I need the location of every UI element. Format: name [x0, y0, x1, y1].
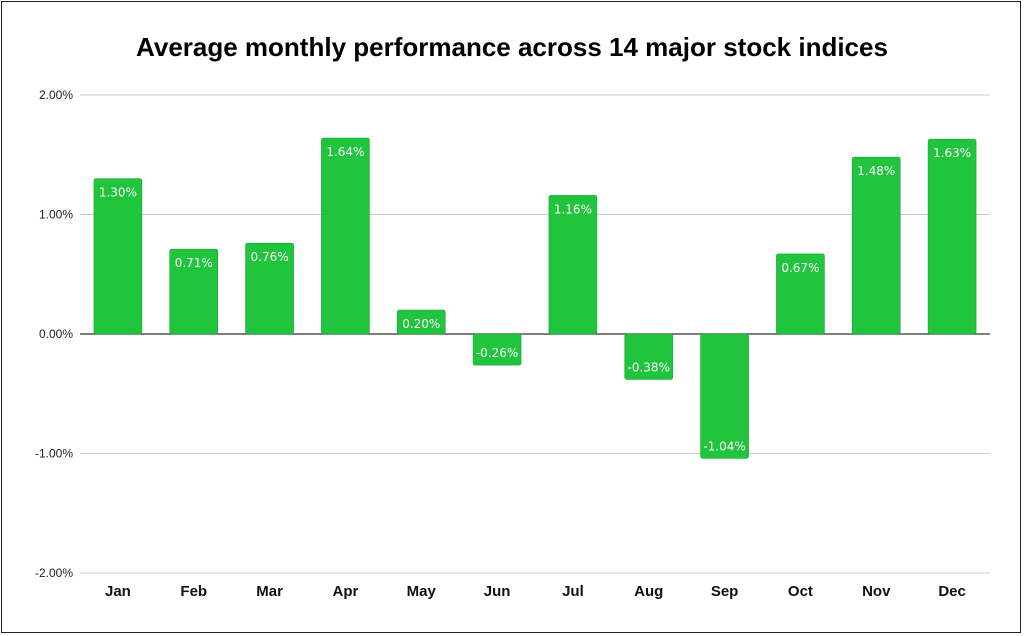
- y-axis-ticks: 2.00% 1.00% 0.00% -1.00% -2.00%: [35, 88, 73, 580]
- y-tick-label: 1.00%: [39, 208, 73, 222]
- data-label: 1.48%: [857, 164, 895, 178]
- x-tick-label: Jan: [105, 583, 131, 600]
- bar-oct: [776, 253, 825, 335]
- bar-apr: [321, 137, 370, 335]
- x-tick-label: Apr: [332, 583, 358, 600]
- bar-dec: [927, 138, 977, 335]
- x-tick-label: May: [407, 583, 437, 600]
- bar-aug: [624, 333, 674, 380]
- data-label: 0.71%: [175, 256, 213, 270]
- x-tick-label: Dec: [938, 583, 966, 600]
- y-tick-label: -2.00%: [35, 566, 73, 580]
- x-tick-label: Jun: [484, 583, 511, 600]
- bars: [93, 137, 977, 459]
- data-label: -0.26%: [476, 346, 518, 360]
- bar-jan: [93, 178, 143, 335]
- chart-title: Average monthly performance across 14 ma…: [136, 32, 888, 62]
- x-tick-label: Aug: [634, 583, 663, 600]
- y-tick-label: -1.00%: [35, 447, 73, 461]
- data-label: 1.30%: [99, 186, 137, 200]
- x-tick-label: Oct: [788, 583, 813, 600]
- data-label: -0.38%: [628, 360, 670, 374]
- x-tick-label: Nov: [862, 583, 891, 600]
- data-label: 1.64%: [326, 145, 364, 159]
- grid-lines: [80, 94, 990, 574]
- x-tick-label: Feb: [180, 583, 207, 600]
- bar-jun: [472, 333, 522, 366]
- data-label: -1.04%: [703, 439, 745, 453]
- x-axis-categories: Jan Feb Mar Apr May Jun Jul Aug Sep Oct Nov Dec: [105, 583, 966, 600]
- data-label: 0.76%: [251, 250, 289, 264]
- bar-mar: [245, 242, 294, 335]
- bar-jul: [548, 195, 598, 335]
- data-labels: 1.30% 0.71% 0.76% 1.64% 0.20% -0.26% 1.16% -0.3…: [99, 145, 971, 453]
- y-tick-label: 2.00%: [39, 88, 73, 102]
- bar-nov: [851, 156, 901, 335]
- x-tick-label: Jul: [562, 583, 584, 600]
- bar-may: [396, 309, 446, 335]
- bar-feb: [169, 248, 219, 335]
- data-label: 0.20%: [402, 317, 440, 331]
- data-label: 0.67%: [781, 261, 819, 275]
- data-label: 1.63%: [933, 146, 971, 160]
- data-label: 1.16%: [554, 202, 592, 216]
- x-tick-label: Mar: [256, 583, 283, 600]
- x-tick-label: Sep: [711, 583, 739, 600]
- y-tick-label: 0.00%: [39, 327, 73, 341]
- bar-sep: [700, 333, 749, 459]
